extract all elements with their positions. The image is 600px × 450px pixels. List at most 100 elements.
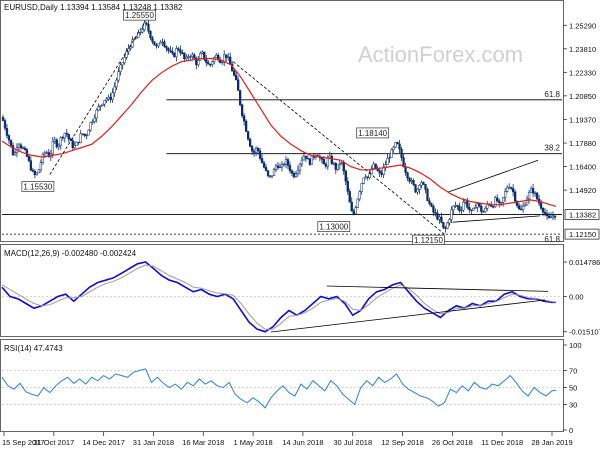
candle-body — [169, 50, 172, 52]
candle-body — [161, 41, 164, 43]
candle-body — [292, 172, 296, 178]
candle-body — [274, 165, 278, 170]
candle-body — [418, 184, 421, 190]
price-tick-label: 1.20850 — [569, 92, 596, 101]
candle-body — [533, 192, 537, 195]
candle-body — [302, 155, 306, 161]
candle-body — [286, 159, 290, 166]
candle-body — [246, 131, 250, 140]
x-tick-label: 26 Oct 2018 — [432, 438, 473, 447]
candle-body — [85, 134, 88, 137]
candle-body — [296, 169, 300, 174]
candle-body — [233, 70, 236, 76]
candle-body — [145, 22, 148, 25]
candle-body — [229, 56, 232, 65]
candle-body — [426, 189, 429, 202]
candle-body — [197, 60, 200, 66]
candle-body — [181, 52, 184, 54]
candle-body — [29, 160, 33, 171]
candle-body — [364, 176, 367, 179]
candle-body — [187, 56, 190, 58]
candle-body — [284, 159, 288, 165]
candle-body — [336, 164, 339, 170]
candle-body — [9, 139, 13, 146]
candle-body — [436, 212, 439, 220]
candle-body — [390, 149, 393, 158]
x-tick-label: 1 May 2018 — [233, 438, 272, 447]
price-annotation-label: 1.25550 — [125, 11, 154, 20]
rsi-tick-label: 100 — [569, 341, 582, 350]
candle-body — [547, 215, 551, 218]
candle-body — [17, 144, 21, 148]
price-tick-label: 1.13382 — [569, 211, 596, 220]
candle-body — [113, 86, 116, 93]
trendline — [452, 215, 541, 223]
candle-body — [79, 133, 82, 143]
candle-body — [7, 135, 11, 141]
candle-body — [41, 153, 45, 163]
candle-body — [506, 187, 509, 192]
candle-body — [474, 207, 477, 209]
candle-body — [332, 163, 335, 165]
candle-body — [510, 187, 513, 189]
candle-body — [254, 147, 258, 153]
candle-body — [539, 202, 543, 209]
rsi-panel: 100 70 50 30 0 RSI(14) 47.4743 — [0, 339, 582, 435]
candle-body — [304, 155, 308, 159]
candle-body — [476, 203, 479, 208]
candle-body — [201, 51, 204, 54]
candle-body — [135, 37, 138, 40]
candle-body — [73, 145, 76, 149]
candle-body — [396, 142, 399, 145]
candle-body — [39, 162, 43, 170]
candle-body — [370, 168, 373, 175]
candle-body — [155, 44, 158, 47]
candle-body — [521, 205, 525, 211]
candle-body — [205, 59, 208, 63]
candle-body — [362, 177, 365, 184]
candle-body — [456, 205, 459, 207]
candle-body — [45, 152, 48, 154]
candle-body — [43, 152, 46, 155]
candle-body — [444, 227, 447, 229]
candle-body — [235, 75, 238, 81]
candle-body — [416, 189, 419, 193]
trendline — [448, 159, 539, 193]
x-tick-label: 14 Jun 2018 — [282, 438, 323, 447]
candle-body — [75, 141, 78, 146]
candle-body — [356, 198, 359, 208]
candle-body — [360, 183, 363, 192]
candle-body — [442, 222, 445, 228]
candle-body — [517, 205, 521, 210]
candle-body — [450, 209, 453, 220]
candle-body — [99, 105, 102, 107]
candle-body — [412, 179, 415, 185]
x-tick-label: 15 Sep 2017 — [2, 438, 45, 447]
candle-body — [258, 150, 262, 159]
candle-body — [434, 211, 437, 214]
candle-body — [334, 163, 337, 170]
macd-title: MACD(12,26,9) -0.002480 -0.002424 — [4, 249, 137, 258]
candle-body — [422, 182, 425, 185]
candle-body — [111, 92, 114, 100]
candle-body — [107, 96, 110, 100]
candle-body — [543, 211, 547, 214]
candle-body — [105, 98, 108, 101]
candle-body — [378, 170, 381, 174]
candle-body — [508, 187, 511, 189]
candle-body — [406, 172, 409, 179]
candle-body — [278, 166, 282, 169]
candle-body — [207, 62, 210, 65]
candle-body — [57, 144, 60, 148]
candle-body — [290, 170, 294, 174]
candle-body — [71, 140, 74, 149]
candle-body — [494, 197, 497, 208]
candle-body — [175, 48, 178, 58]
candle-body — [266, 170, 270, 176]
candle-body — [238, 90, 242, 106]
candle-body — [121, 62, 124, 66]
price-annotation-label: 1.12150 — [414, 236, 443, 245]
fib-label-38.2: 38.2 — [544, 144, 560, 153]
price-annotation-label: 1.13000 — [319, 223, 348, 232]
